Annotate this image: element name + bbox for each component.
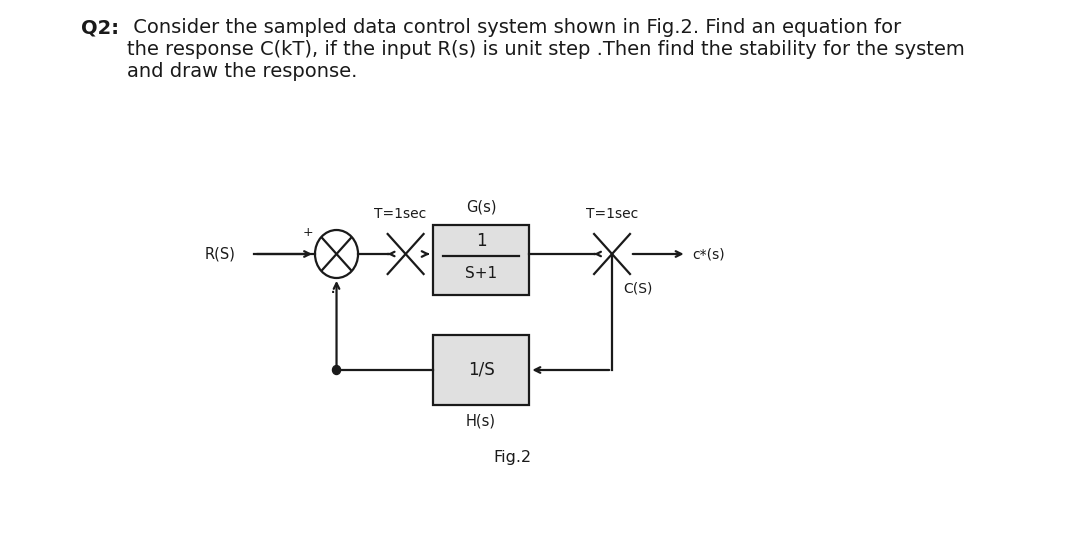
Text: H(s): H(s) [465,413,496,428]
Text: ·: · [329,284,336,303]
Text: R(S): R(S) [204,247,235,262]
Text: T=1sec: T=1sec [374,207,427,221]
Text: +: + [302,226,313,239]
Text: C(S): C(S) [623,282,653,296]
Text: Q2:: Q2: [81,18,119,37]
FancyBboxPatch shape [433,335,529,405]
FancyBboxPatch shape [433,225,529,295]
Text: T=1sec: T=1sec [586,207,638,221]
Text: S+1: S+1 [465,266,497,281]
Text: c*(s): c*(s) [692,247,725,261]
Text: 1: 1 [475,232,486,250]
Text: G(s): G(s) [465,200,497,215]
Text: 1/S: 1/S [468,361,495,379]
Circle shape [333,366,340,375]
Text: Fig.2: Fig.2 [494,450,531,465]
Text: Consider the sampled data control system shown in Fig.2. Find an equation for
th: Consider the sampled data control system… [127,18,966,81]
